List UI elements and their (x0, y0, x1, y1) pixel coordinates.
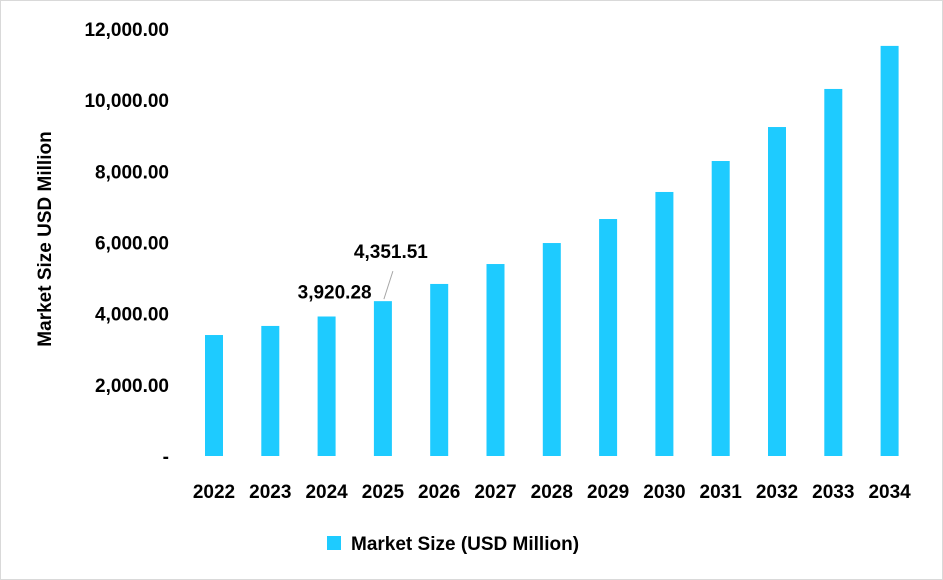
bar-2028 (542, 243, 561, 456)
bar-2029 (599, 219, 618, 456)
bar-2032 (768, 127, 786, 457)
bar-2026 (430, 283, 449, 456)
bar-2033 (824, 88, 843, 456)
bar-2027 (486, 264, 505, 456)
legend-label: Market Size (USD Million) (351, 534, 579, 555)
x-tick-label: 2026 (418, 482, 460, 503)
y-tick-label: - (163, 447, 169, 468)
x-tick-label: 2031 (700, 482, 743, 503)
x-tick-label: 2034 (868, 482, 911, 503)
x-tick-label: 2027 (474, 482, 516, 503)
legend: Market Size (USD Million) (327, 534, 579, 555)
y-tick-label: 10,000.00 (84, 91, 169, 112)
bar-2030 (655, 191, 674, 456)
legend-swatch (327, 536, 341, 550)
data-label: 4,351.51 (354, 242, 428, 263)
leader-line (383, 271, 394, 300)
bar-2023 (261, 325, 280, 456)
x-tick-label: 2032 (756, 482, 798, 503)
y-tick-label: 6,000.00 (95, 234, 169, 255)
y-tick-label: 8,000.00 (95, 162, 169, 183)
x-tick-label: 2024 (305, 482, 348, 503)
bar-2022 (205, 335, 223, 456)
x-tick-label: 2028 (531, 482, 573, 503)
y-tick-label: 12,000.00 (84, 20, 169, 41)
x-tick-label: 2030 (643, 482, 685, 503)
y-tick-label: 2,000.00 (95, 376, 169, 397)
x-tick-label: 2025 (362, 482, 405, 503)
x-tick-label: 2029 (587, 482, 629, 503)
x-tick-label: 2023 (249, 482, 291, 503)
y-axis-title: Market Size USD Million (35, 131, 56, 346)
x-tick-label: 2033 (812, 482, 854, 503)
bar-2031 (711, 161, 730, 456)
x-tick-label: 2022 (193, 482, 235, 503)
bar-2034 (880, 45, 899, 456)
data-label: 3,920.28 (298, 283, 372, 304)
bar-2025 (373, 301, 392, 456)
bar-2024 (317, 316, 336, 456)
y-tick-label: 4,000.00 (95, 305, 169, 326)
